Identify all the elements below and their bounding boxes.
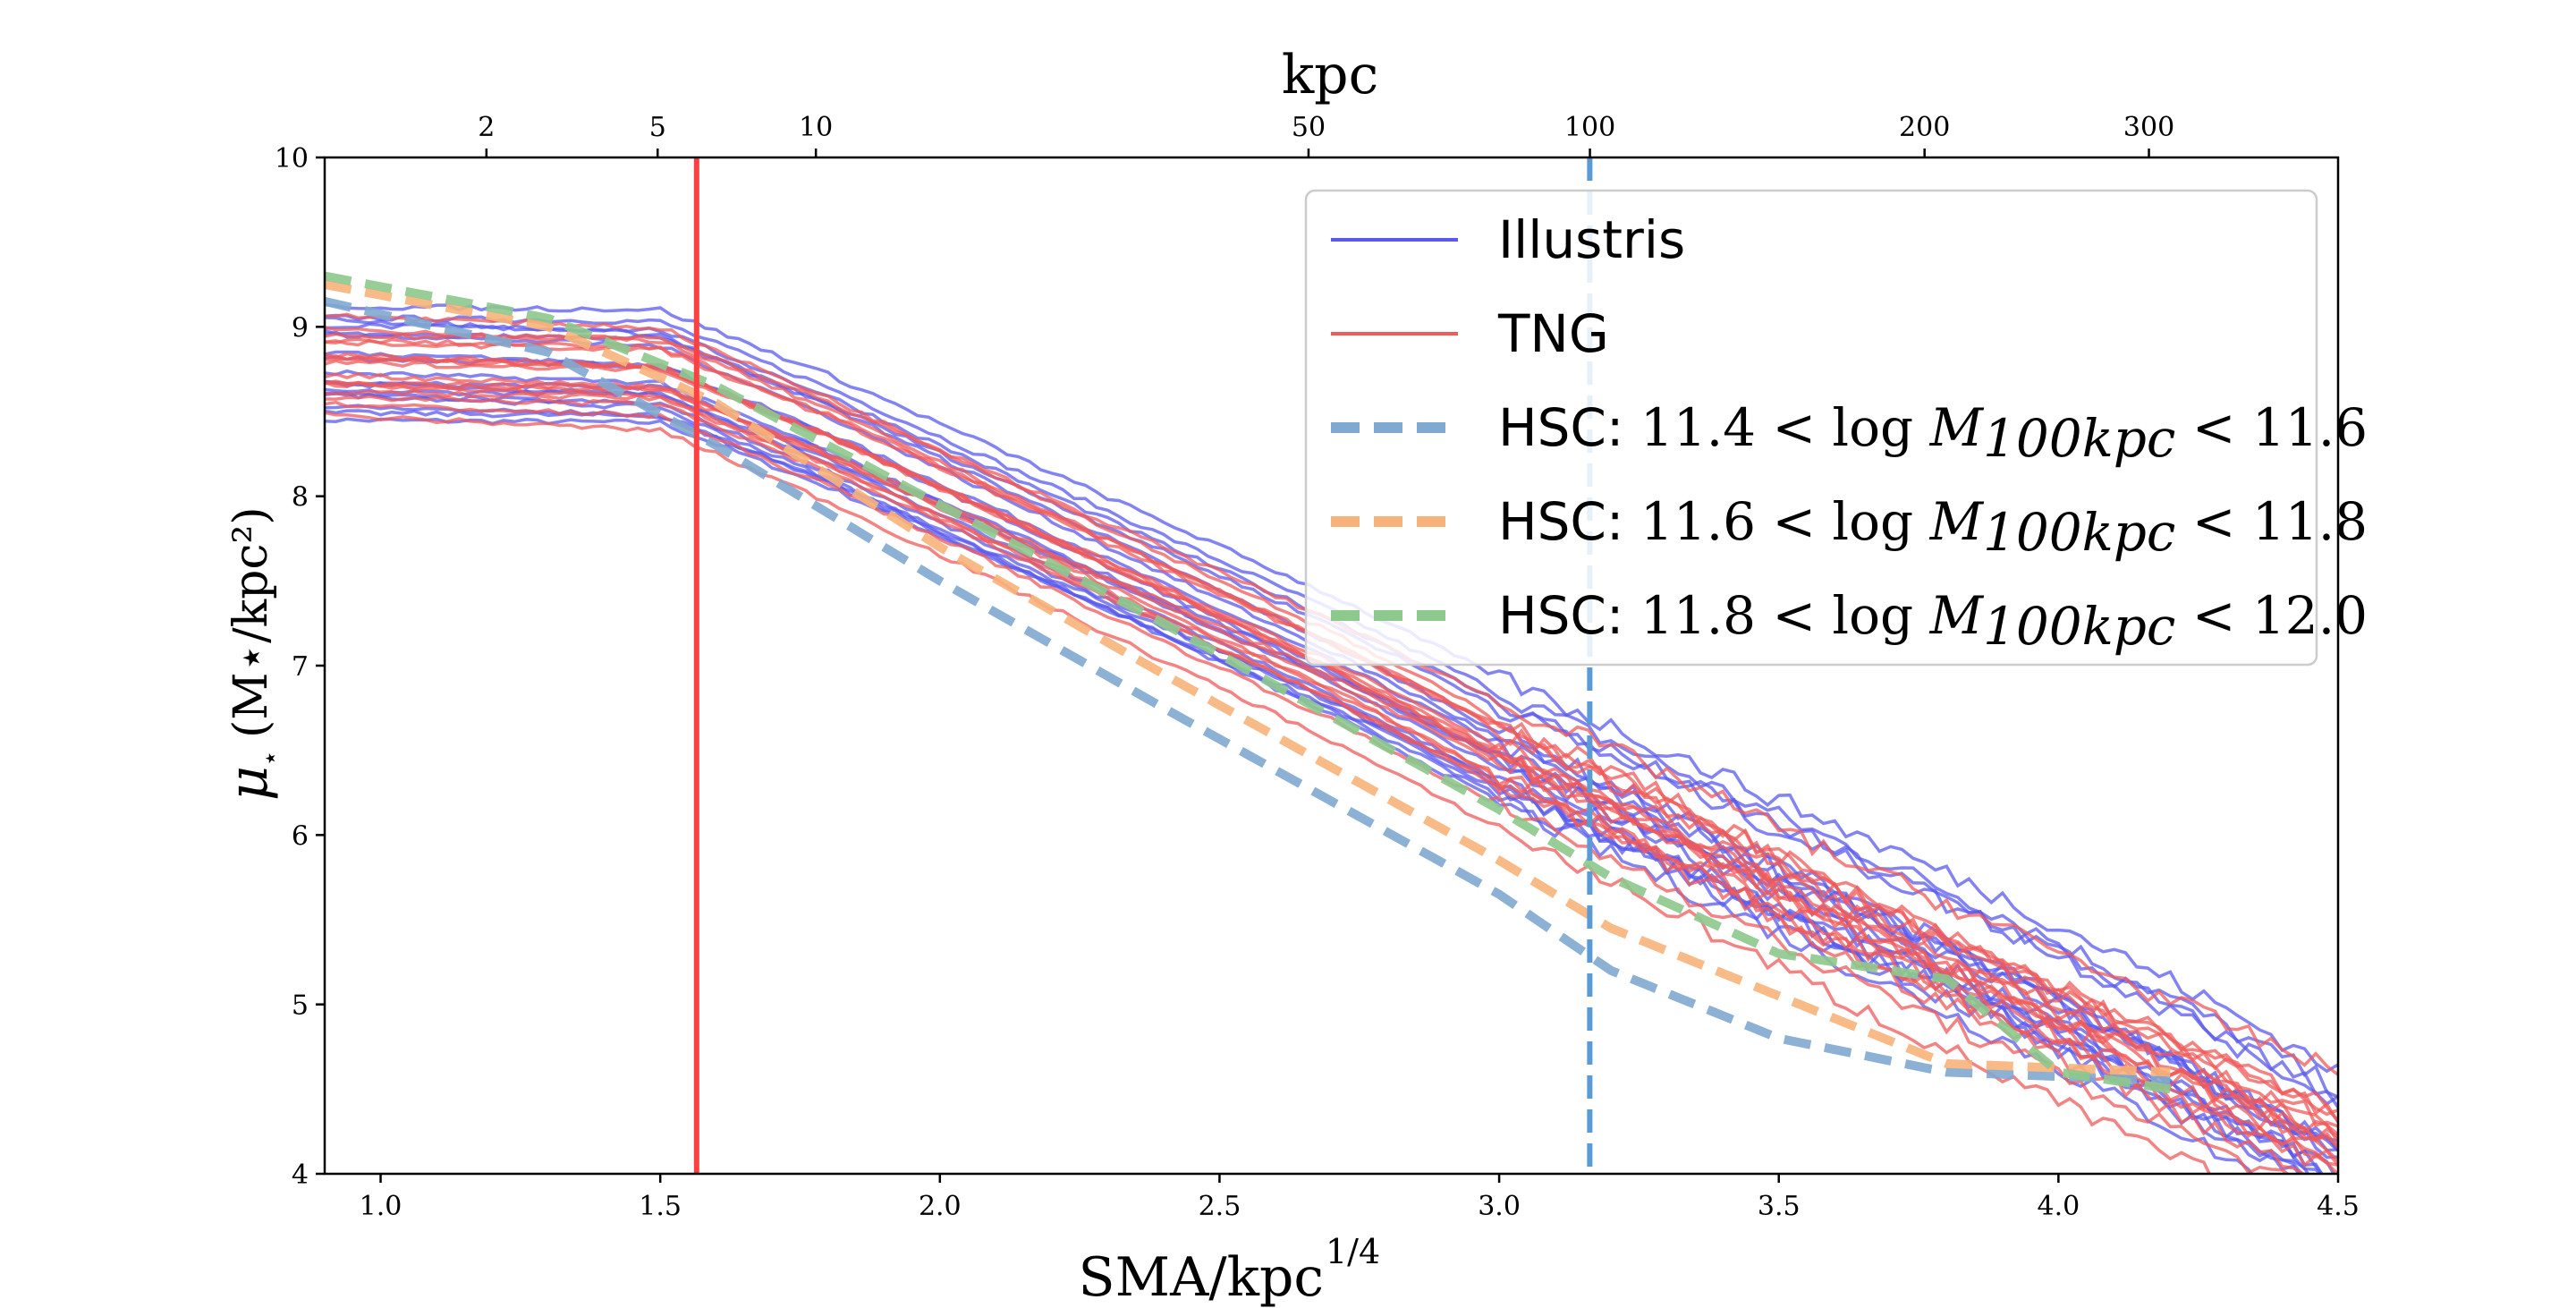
tng-profile-line bbox=[325, 400, 2291, 1174]
legend-label: Illustris bbox=[1498, 209, 1685, 270]
y-axis-title: μ ⋆ (M⋆/kpc²) bbox=[217, 506, 286, 801]
x-tick-label: 4.0 bbox=[2038, 1191, 2080, 1222]
top-axis-title: kpc bbox=[1282, 44, 1378, 106]
legend-label: HSC: 11.4 < log M100kpc < 11.6 bbox=[1498, 397, 2368, 469]
x-tick-label: 3.5 bbox=[1758, 1191, 1801, 1222]
x-tick-label: 2.0 bbox=[919, 1191, 962, 1222]
y-tick-label: 7 bbox=[292, 651, 309, 683]
y-tick-label: 4 bbox=[292, 1159, 309, 1191]
svg-text:(M⋆/kpc²): (M⋆/kpc²) bbox=[225, 506, 278, 738]
x-tick-label: 3.0 bbox=[1478, 1191, 1521, 1222]
tng-profile-line bbox=[325, 389, 2338, 1167]
svg-text:SMA/kpc: SMA/kpc bbox=[1079, 1246, 1324, 1308]
legend-box bbox=[1304, 189, 2318, 667]
top-tick-label: 200 bbox=[1899, 112, 1950, 143]
y-tick-label: 9 bbox=[292, 312, 309, 344]
legend: Illustris TNG HSC: 11.4 < log M100kpc < 11… bbox=[1304, 189, 2368, 667]
tng-profile-line bbox=[325, 372, 2338, 1174]
tng-profile-line bbox=[325, 411, 2212, 1174]
svg-text:1/4: 1/4 bbox=[1326, 1232, 1380, 1271]
tng-profile-line bbox=[325, 356, 2338, 1147]
illustris-profile-line bbox=[325, 391, 2254, 1174]
y-tick-label: 10 bbox=[275, 143, 309, 174]
x-axis-title: SMA/kpc 1/4 bbox=[1079, 1232, 1381, 1308]
legend-label: HSC: 11.8 < log M100kpc < 12.0 bbox=[1498, 585, 2368, 657]
top-tick-label: 50 bbox=[1292, 112, 1326, 143]
y-tick-label: 6 bbox=[292, 820, 309, 852]
top-tick-label: 300 bbox=[2123, 112, 2174, 143]
axes: 1.0 1.5 2.0 2.5 3.0 3.5 4.0 4.5 4 5 6 7 8 9 10 2 5 10 50 10… bbox=[275, 112, 2360, 1222]
top-tick-label: 5 bbox=[649, 112, 666, 143]
plot-area bbox=[325, 157, 2338, 1174]
illustris-profile-line bbox=[325, 379, 2310, 1174]
legend-label: HSC: 11.6 < log M100kpc < 11.8 bbox=[1498, 491, 2368, 563]
hsc-series-2-line bbox=[325, 280, 2171, 1077]
y-tick-label: 5 bbox=[292, 990, 309, 1022]
top-tick-label: 10 bbox=[799, 112, 833, 143]
legend-label: TNG bbox=[1497, 303, 1609, 364]
hsc-series-1-line bbox=[325, 297, 2171, 1085]
x-tick-label: 4.5 bbox=[2317, 1191, 2360, 1222]
y-tick-label: 8 bbox=[292, 482, 309, 514]
svg-text:μ: μ bbox=[217, 766, 280, 801]
top-tick-label: 100 bbox=[1564, 112, 1615, 143]
top-tick-label: 2 bbox=[478, 112, 495, 143]
hsc-series-3-line bbox=[325, 271, 2172, 1094]
x-tick-label: 1.0 bbox=[360, 1191, 402, 1222]
x-tick-label: 1.5 bbox=[639, 1191, 682, 1222]
svg-text:⋆: ⋆ bbox=[255, 750, 286, 767]
x-tick-label: 2.5 bbox=[1199, 1191, 1241, 1222]
